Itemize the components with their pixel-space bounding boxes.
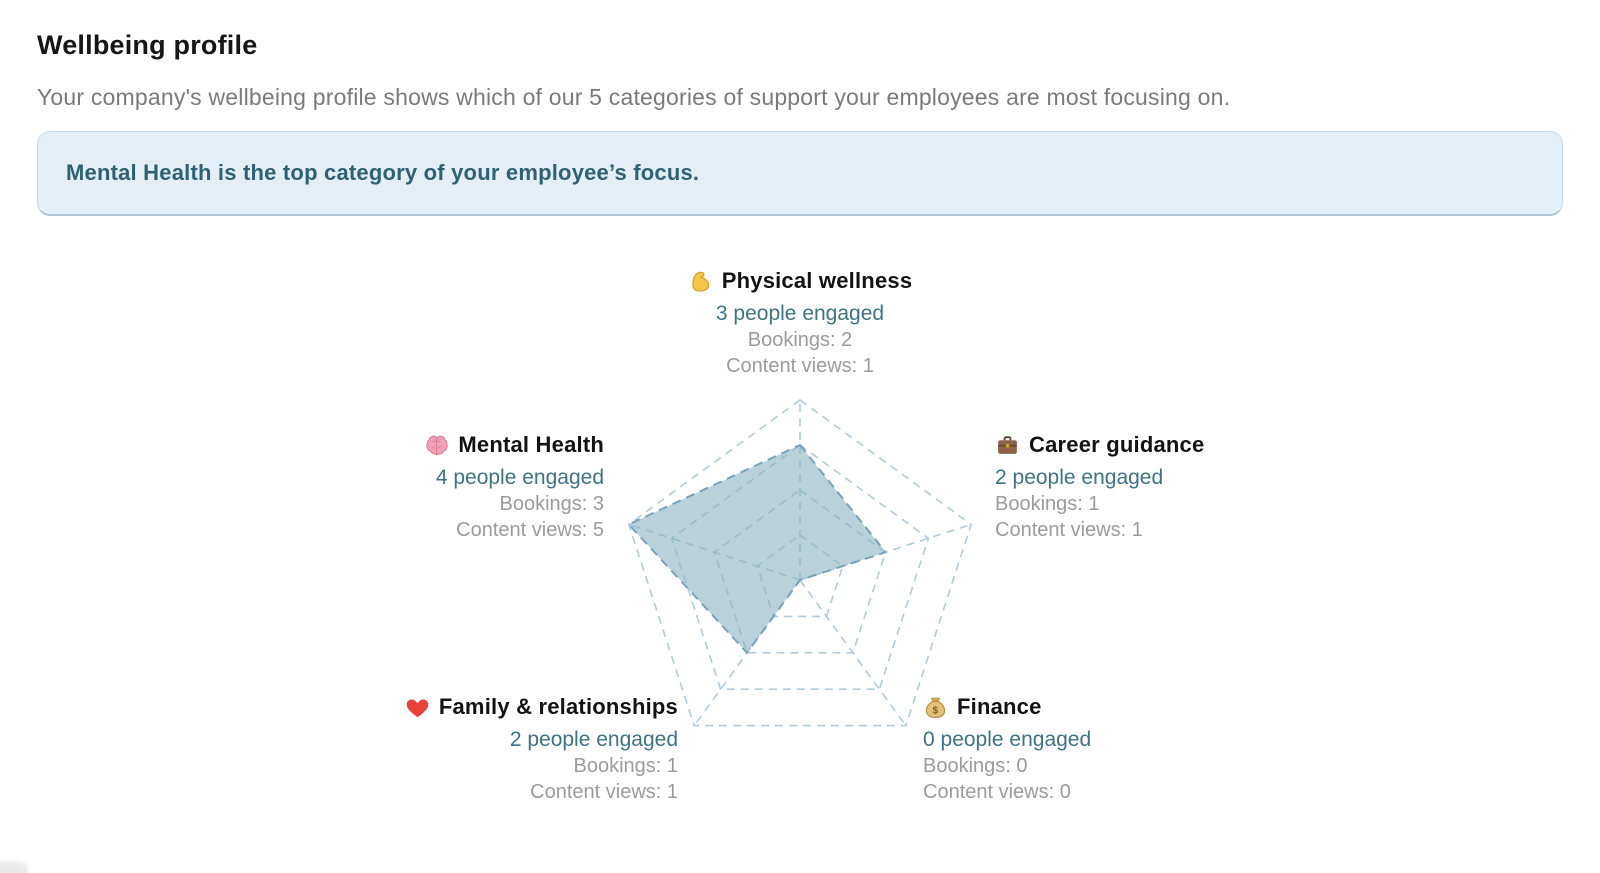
category-bookings: Bookings: 0 xyxy=(923,755,1028,777)
category-label-mental-health: Mental Health 4 people engaged Bookings:… xyxy=(424,430,604,543)
category-title-row: $ Finance xyxy=(923,692,1091,722)
partial-offscreen-element xyxy=(0,862,28,873)
top-category-banner-text: Mental Health is the top category of you… xyxy=(66,160,700,185)
category-bookings: Bookings: 1 xyxy=(573,755,678,777)
category-engaged: 0 people engaged xyxy=(923,728,1092,751)
muscle-icon xyxy=(688,269,713,294)
category-title: Physical wellness xyxy=(721,268,913,293)
radar-chart-svg xyxy=(627,399,973,727)
category-content-views: Content views: 1 xyxy=(530,781,678,803)
moneybag-icon: $ xyxy=(923,695,948,720)
category-label-physical-wellness: Physical wellness 3 people engaged Booki… xyxy=(688,266,913,379)
page-subtitle: Your company's wellbeing profile shows w… xyxy=(37,84,1231,110)
category-bookings: Bookings: 3 xyxy=(499,493,604,515)
briefcase-icon xyxy=(995,433,1020,458)
category-title-row: Mental Health xyxy=(424,430,604,460)
category-bookings: Bookings: 1 xyxy=(995,493,1100,515)
category-label-finance: $ Finance 0 people engaged Bookings: 0 C… xyxy=(923,692,1091,805)
category-label-family-relationships: Family & relationships 2 people engaged … xyxy=(405,692,678,805)
category-content-views: Content views: 1 xyxy=(995,519,1143,541)
heart-icon xyxy=(405,695,430,720)
category-title: Finance xyxy=(957,694,1042,719)
category-content-views: Content views: 1 xyxy=(726,355,874,377)
category-label-career-guidance: Career guidance 2 people engaged Booking… xyxy=(995,430,1204,543)
category-title: Family & relationships xyxy=(438,694,678,719)
category-engaged: 3 people engaged xyxy=(715,302,885,325)
category-title-row: Physical wellness xyxy=(688,266,913,296)
category-bookings: Bookings: 2 xyxy=(747,329,853,351)
page-title: Wellbeing profile xyxy=(37,30,258,60)
brain-icon xyxy=(424,433,449,458)
top-category-banner: Mental Health is the top category of you… xyxy=(37,131,1563,216)
wellbeing-radar-chart: Physical wellness 3 people engaged Booki… xyxy=(0,230,1600,873)
category-title: Career guidance xyxy=(1029,432,1205,457)
category-title: Mental Health xyxy=(458,432,604,457)
category-engaged: 2 people engaged xyxy=(509,728,678,751)
svg-text:$: $ xyxy=(933,705,939,716)
category-content-views: Content views: 5 xyxy=(456,519,604,541)
category-engaged: 4 people engaged xyxy=(435,466,604,489)
category-engaged: 2 people engaged xyxy=(995,466,1164,489)
category-content-views: Content views: 0 xyxy=(923,781,1071,803)
category-title-row: Family & relationships xyxy=(405,692,678,722)
category-title-row: Career guidance xyxy=(995,430,1204,460)
